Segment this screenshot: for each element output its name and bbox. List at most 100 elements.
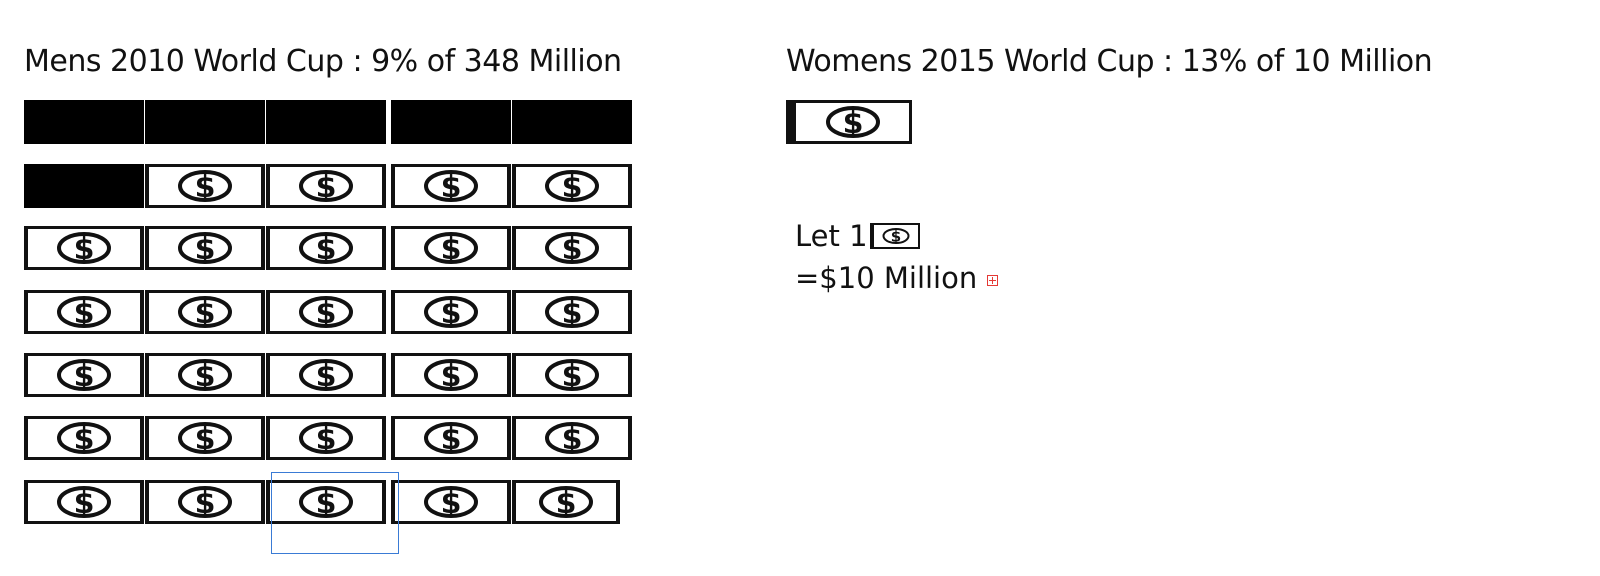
dollar-bill-icon: $ bbox=[424, 359, 478, 393]
dollar-bill[interactable]: $ bbox=[24, 226, 144, 270]
legend-line-2: =$10 Million bbox=[795, 257, 999, 299]
filled-block[interactable] bbox=[512, 100, 632, 144]
dollar-bill-icon: $ bbox=[178, 422, 232, 456]
dollar-bill[interactable]: $ bbox=[266, 353, 386, 397]
svg-text:$: $ bbox=[316, 296, 337, 330]
svg-text:$: $ bbox=[195, 170, 216, 204]
filled-block[interactable] bbox=[24, 100, 144, 144]
dollar-bill[interactable]: $ bbox=[266, 480, 386, 524]
dollar-bill-icon: $ bbox=[299, 486, 353, 520]
dollar-bill-icon: $ bbox=[299, 359, 353, 393]
dollar-bill[interactable]: $ bbox=[512, 353, 632, 397]
dollar-bill-icon: $ bbox=[57, 422, 111, 456]
svg-text:$: $ bbox=[316, 359, 337, 393]
dollar-bill[interactable]: $ bbox=[391, 226, 511, 270]
svg-text:$: $ bbox=[441, 359, 462, 393]
dollar-bill-icon: $ bbox=[539, 486, 593, 520]
dollar-bill[interactable]: $ bbox=[512, 416, 632, 460]
dollar-bill-icon: $ bbox=[178, 486, 232, 520]
dollar-bill[interactable]: $ bbox=[512, 480, 620, 524]
svg-text:$: $ bbox=[441, 422, 462, 456]
dollar-bill[interactable]: $ bbox=[145, 290, 265, 334]
dollar-bill-icon: $ bbox=[424, 422, 478, 456]
womens-title: Womens 2015 World Cup : 13% of 10 Millio… bbox=[786, 44, 1433, 79]
dollar-bill-icon: $ bbox=[178, 232, 232, 266]
dollar-bill-icon: $ bbox=[57, 486, 111, 520]
dollar-bill[interactable]: $ bbox=[145, 164, 265, 208]
svg-text:$: $ bbox=[195, 232, 216, 266]
dollar-bill-icon: $ bbox=[424, 232, 478, 266]
svg-text:$: $ bbox=[441, 232, 462, 266]
filled-block[interactable] bbox=[391, 100, 511, 144]
legend-value: =$10 Million bbox=[795, 261, 978, 295]
dollar-bill[interactable]: $ bbox=[391, 164, 511, 208]
svg-text:$: $ bbox=[441, 296, 462, 330]
dollar-bill-icon: $ bbox=[57, 296, 111, 330]
dollar-bill[interactable]: $ bbox=[391, 416, 511, 460]
dollar-bill-icon: $ bbox=[545, 232, 599, 266]
svg-text:$: $ bbox=[316, 486, 337, 520]
svg-text:$: $ bbox=[195, 296, 216, 330]
dollar-bill[interactable]: $ bbox=[391, 290, 511, 334]
svg-text:$: $ bbox=[316, 232, 337, 266]
svg-text:$: $ bbox=[195, 486, 216, 520]
dollar-bill[interactable]: $ bbox=[145, 353, 265, 397]
legend-line-1: Let 1 $ bbox=[795, 215, 998, 257]
dollar-bill-icon: $ bbox=[178, 170, 232, 204]
dollar-bill-icon: $ bbox=[299, 232, 353, 266]
dollar-bill-icon: $ bbox=[424, 486, 478, 520]
dollar-bill[interactable]: $ bbox=[145, 226, 265, 270]
legend-prefix: Let 1 bbox=[795, 219, 868, 253]
dollar-bill-icon: $ bbox=[545, 359, 599, 393]
womens-bill[interactable]: $ bbox=[786, 100, 912, 144]
svg-text:$: $ bbox=[562, 359, 583, 393]
svg-text:$: $ bbox=[195, 422, 216, 456]
dollar-bill[interactable]: $ bbox=[512, 226, 632, 270]
dollar-bill-icon: $ bbox=[424, 170, 478, 204]
filled-block[interactable] bbox=[145, 100, 265, 144]
svg-text:$: $ bbox=[890, 228, 900, 246]
svg-text:$: $ bbox=[842, 106, 863, 140]
dollar-bill[interactable]: $ bbox=[266, 226, 386, 270]
dollar-bill-icon: $ bbox=[299, 296, 353, 330]
dollar-bill[interactable]: $ bbox=[266, 290, 386, 334]
legend: Let 1 $ =$10 Million bbox=[795, 215, 999, 299]
dollar-bill[interactable]: $ bbox=[24, 416, 144, 460]
svg-text:$: $ bbox=[74, 296, 95, 330]
dollar-bill[interactable]: $ bbox=[24, 290, 144, 334]
dollar-bill-icon: $ bbox=[545, 170, 599, 204]
dollar-bill[interactable]: $ bbox=[512, 164, 632, 208]
legend-bill: $ bbox=[869, 223, 920, 249]
svg-text:$: $ bbox=[562, 422, 583, 456]
dollar-bill-icon: $ bbox=[545, 422, 599, 456]
svg-text:$: $ bbox=[74, 359, 95, 393]
expand-icon[interactable] bbox=[987, 274, 999, 286]
svg-text:$: $ bbox=[195, 359, 216, 393]
filled-block[interactable] bbox=[266, 100, 386, 144]
dollar-bill-icon: $ bbox=[57, 359, 111, 393]
dollar-bill[interactable]: $ bbox=[266, 164, 386, 208]
dollar-bill[interactable]: $ bbox=[391, 480, 511, 524]
dollar-bill-icon: $ bbox=[178, 296, 232, 330]
svg-text:$: $ bbox=[316, 170, 337, 204]
filled-block[interactable] bbox=[24, 164, 144, 208]
dollar-bill[interactable]: $ bbox=[391, 353, 511, 397]
dollar-bill-icon: $ bbox=[299, 422, 353, 456]
svg-text:$: $ bbox=[556, 486, 577, 520]
dollar-bill-icon: $ bbox=[57, 232, 111, 266]
dollar-bill[interactable]: $ bbox=[24, 353, 144, 397]
svg-text:$: $ bbox=[441, 170, 462, 204]
svg-text:$: $ bbox=[74, 486, 95, 520]
dollar-bill[interactable]: $ bbox=[145, 480, 265, 524]
svg-text:$: $ bbox=[562, 232, 583, 266]
svg-text:$: $ bbox=[74, 232, 95, 266]
dollar-bill-icon: $ bbox=[545, 296, 599, 330]
mens-title: Mens 2010 World Cup : 9% of 348 Million bbox=[24, 44, 622, 79]
dollar-bill-icon: $ bbox=[299, 170, 353, 204]
dollar-bill[interactable]: $ bbox=[512, 290, 632, 334]
svg-text:$: $ bbox=[74, 422, 95, 456]
dollar-bill[interactable]: $ bbox=[24, 480, 144, 524]
dollar-bill-icon: $ bbox=[178, 359, 232, 393]
dollar-bill[interactable]: $ bbox=[266, 416, 386, 460]
dollar-bill[interactable]: $ bbox=[145, 416, 265, 460]
